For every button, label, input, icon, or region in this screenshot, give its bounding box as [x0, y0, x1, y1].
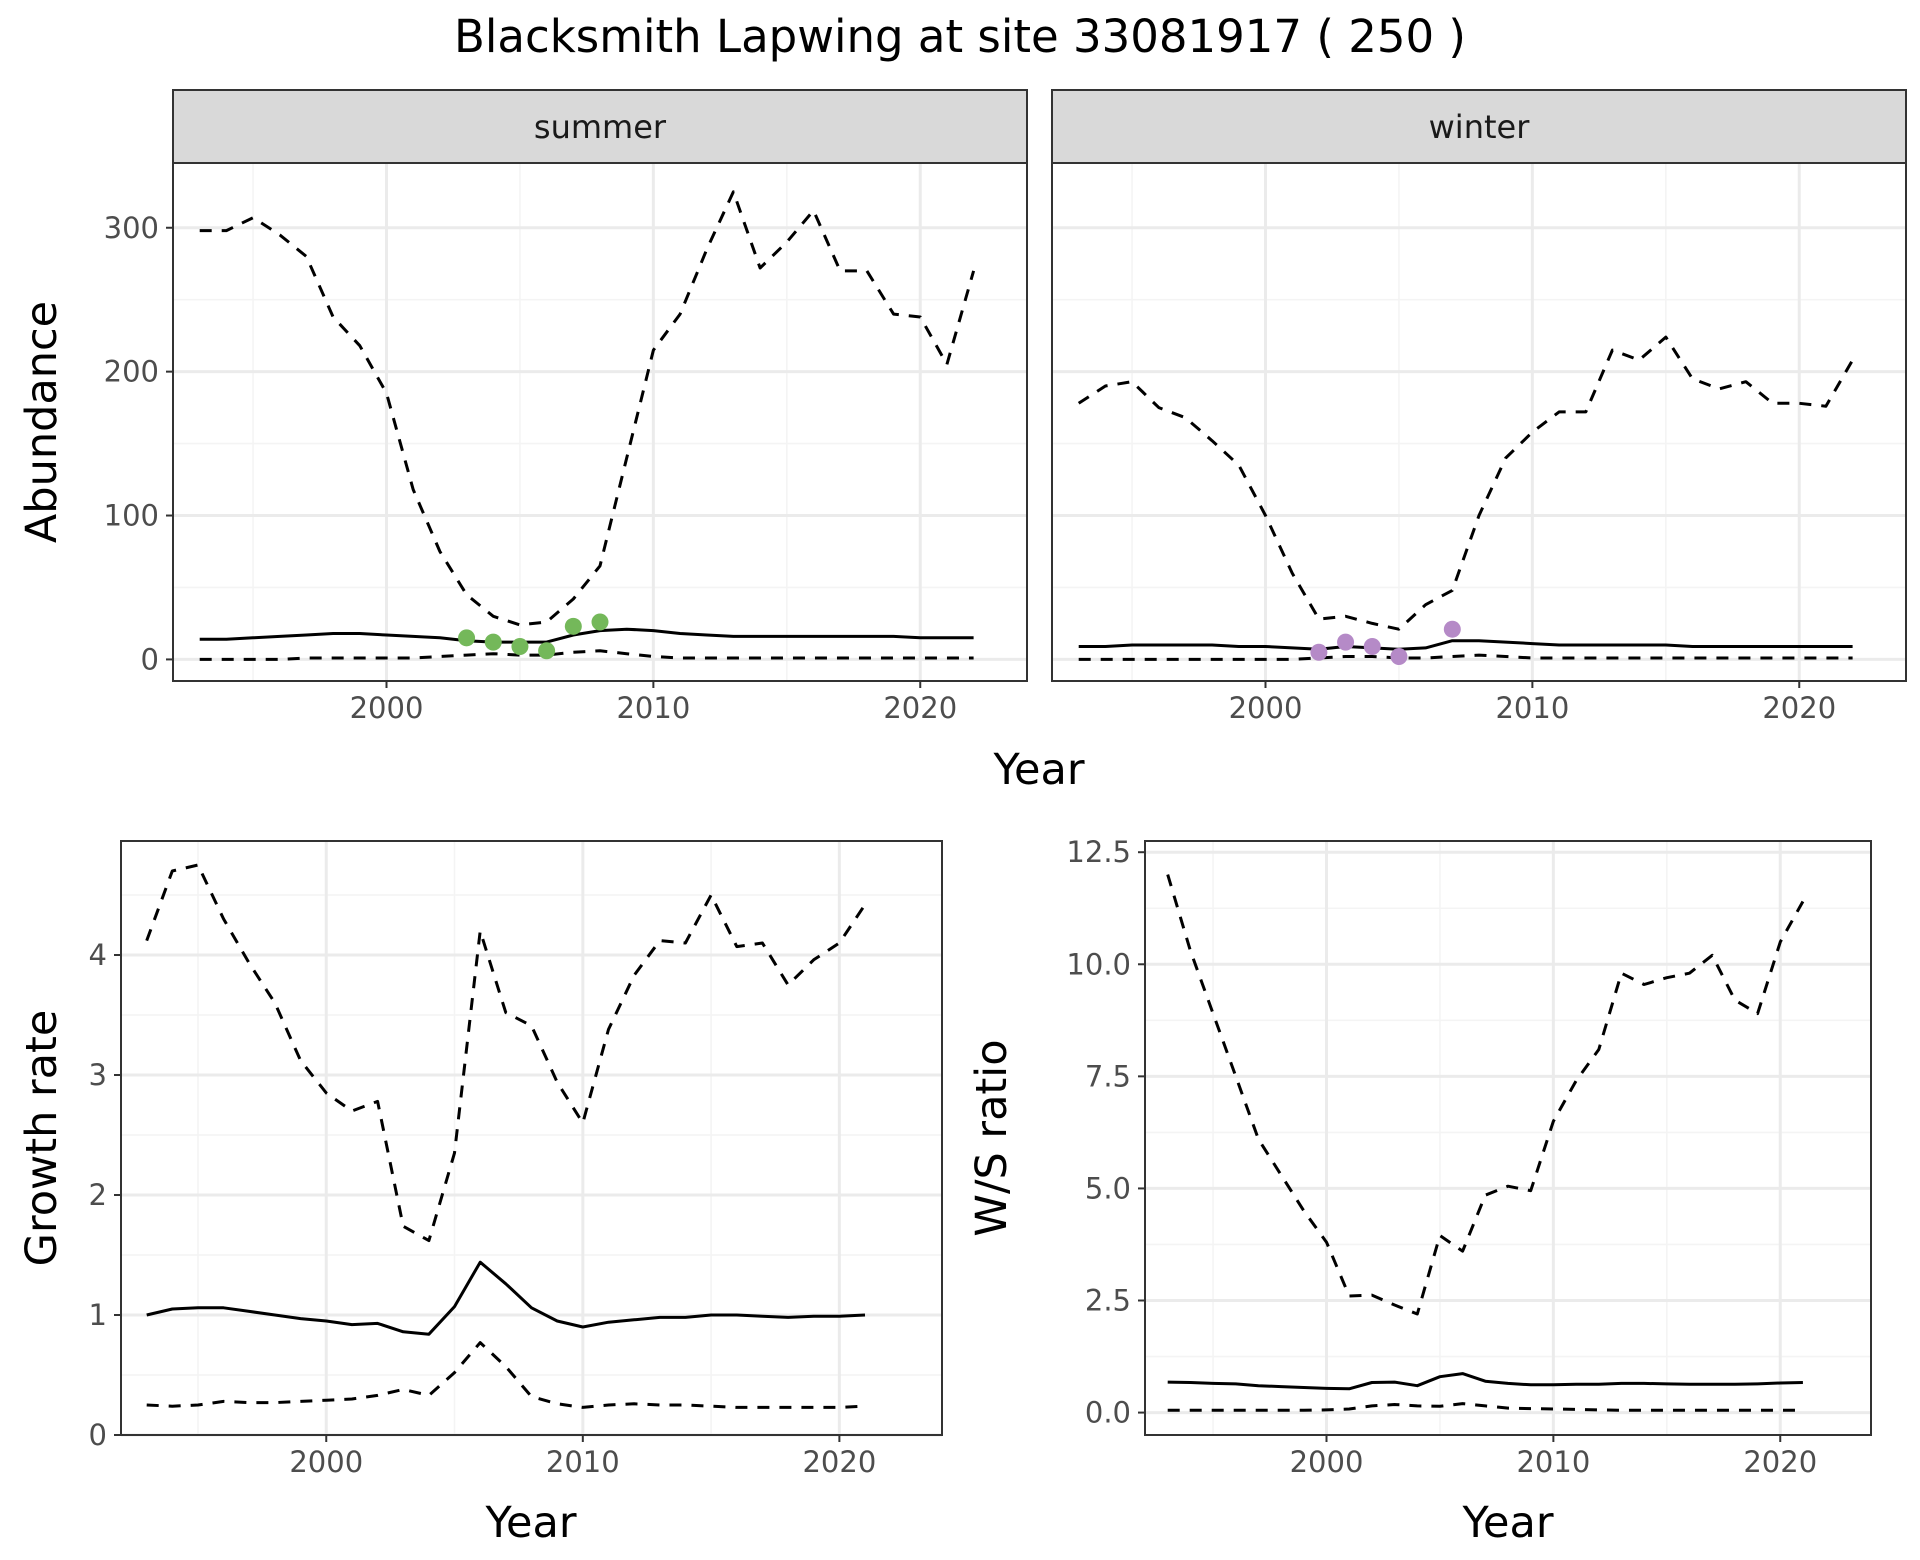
y-tick-label: 300: [104, 211, 159, 245]
data-point: [591, 613, 609, 631]
y-tick-label: 200: [104, 355, 159, 389]
y-tick-label: 1: [89, 1298, 107, 1332]
series-line-upper: [145, 863, 867, 1243]
panel-border: [172, 162, 1028, 682]
y-axis-title: W/S ratio: [967, 1039, 1017, 1236]
series-line-mean: [1078, 639, 1853, 651]
x-tick-label: 2020: [1743, 1445, 1817, 1479]
facet-strip-label: winter: [1429, 108, 1531, 146]
facet-strip-label: summer: [534, 108, 667, 146]
y-tick-label: 10.0: [1066, 947, 1131, 981]
series-line-lower: [146, 1341, 866, 1409]
y-axis-title: Growth rate: [17, 1010, 67, 1267]
panel-border: [1051, 162, 1907, 682]
panel-summer: 2000 2010 2020 0 100 200 300: [104, 162, 1028, 725]
series-line-lower: [199, 649, 974, 661]
x-tick-label: 2000: [350, 691, 424, 725]
x-axis-title: Year: [484, 1498, 576, 1548]
x-tick-label: 2000: [1290, 1445, 1364, 1479]
series-line-upper: [199, 190, 976, 627]
y-tick-label: 2: [89, 1178, 107, 1212]
data-point: [564, 617, 582, 635]
data-point: [484, 633, 502, 651]
data-point: [1337, 633, 1355, 651]
y-tick-label: 0.0: [1085, 1396, 1131, 1430]
series-line-lower: [1078, 653, 1853, 661]
x-tick-label: 2020: [883, 691, 957, 725]
data-point: [1363, 637, 1381, 655]
y-tick-label: 2.5: [1085, 1284, 1131, 1318]
x-tick-label: 2010: [546, 1445, 620, 1479]
abundance-chart: 2000 2010 2020 0 100 200 300 summer 2000 2010 2020…: [17, 89, 1907, 795]
growth-rate-chart: 2000 2010 2020 0 1 2 3 4 Year Growth rate: [17, 840, 943, 1548]
panel-ratio: 2000 2010 2020 0.0 2.5 5.0 7.5 10.0 12.5: [1066, 835, 1872, 1479]
data-point: [538, 642, 556, 660]
y-tick-label: 12.5: [1066, 835, 1131, 869]
x-axis-title: Year: [1461, 1498, 1553, 1548]
data-point: [511, 637, 529, 655]
y-tick-label: 100: [104, 499, 159, 533]
series-line-mean: [146, 1260, 866, 1336]
x-tick-label: 2010: [1495, 691, 1569, 725]
series-line-mean: [199, 627, 974, 644]
y-tick-label: 5.0: [1085, 1171, 1131, 1205]
y-axis-title: Abundance: [17, 301, 67, 543]
data-point: [1390, 648, 1408, 666]
data-point: [1443, 620, 1461, 638]
facet-strip: [172, 89, 1028, 164]
x-axis-title: Year: [992, 745, 1084, 795]
x-tick-label: 2020: [1762, 691, 1836, 725]
facet-strip: [1051, 89, 1907, 164]
figure-title: Blacksmith Lapwing at site 33081917 ( 25…: [454, 10, 1466, 63]
panel-winter: 2000 2010 2020: [1051, 162, 1907, 725]
data-point: [458, 629, 476, 647]
y-tick-label: 4: [89, 938, 107, 972]
series-line-lower: [1167, 1402, 1803, 1412]
ws-ratio-chart: 2000 2010 2020 0.0 2.5 5.0 7.5 10.0 12.5 Year W/S …: [967, 835, 1872, 1548]
x-tick-label: 2010: [616, 691, 690, 725]
y-tick-label: 7.5: [1085, 1059, 1131, 1093]
series-line-mean: [1167, 1372, 1803, 1391]
x-tick-label: 2000: [1229, 691, 1303, 725]
panel-growth: 2000 2010 2020 0 1 2 3 4: [89, 840, 943, 1479]
x-tick-label: 2000: [289, 1445, 363, 1479]
data-point: [1310, 643, 1328, 661]
y-tick-label: 0: [89, 1418, 107, 1452]
x-tick-label: 2010: [1516, 1445, 1590, 1479]
series-line-upper: [1166, 874, 1805, 1316]
series-line-upper: [1077, 335, 1854, 631]
x-tick-label: 2020: [802, 1445, 876, 1479]
y-tick-label: 3: [89, 1058, 107, 1092]
y-tick-label: 0: [141, 642, 159, 676]
panel-border: [120, 840, 943, 1436]
panel-border: [1144, 840, 1872, 1436]
